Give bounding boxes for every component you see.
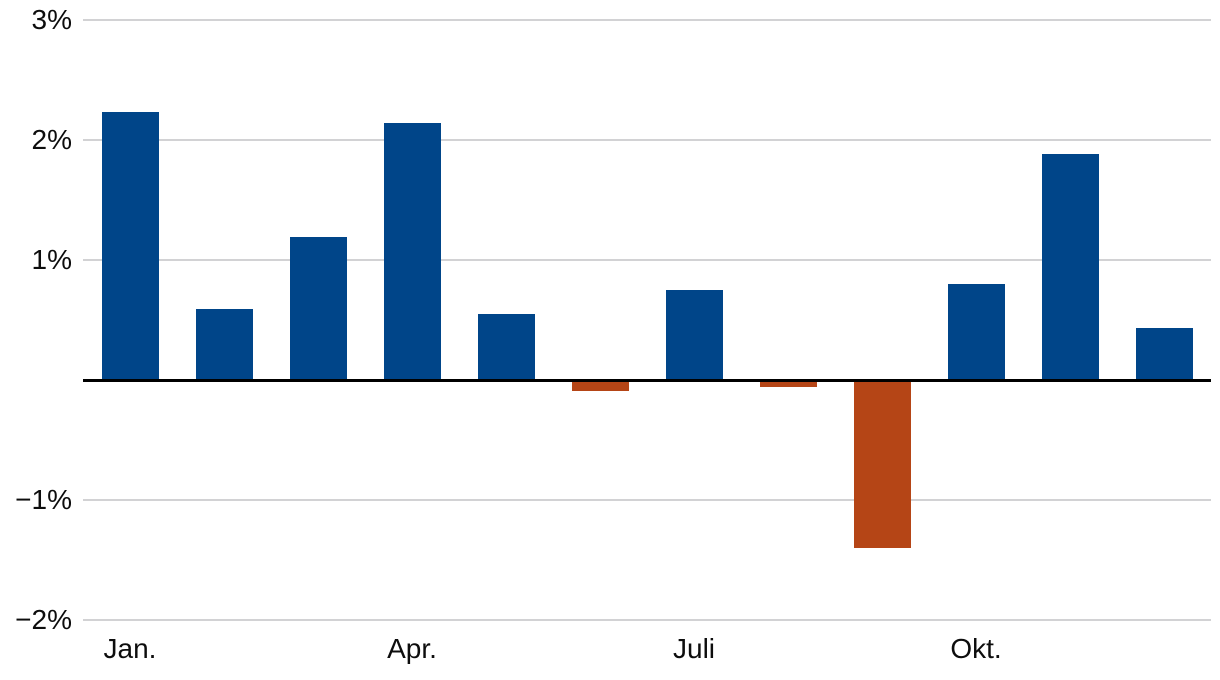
bar-positive <box>383 123 441 380</box>
bar-negative <box>571 380 629 391</box>
bar-positive <box>289 237 347 380</box>
x-axis-tick-label: Apr. <box>387 633 437 664</box>
x-axis-tick-label: Okt. <box>950 633 1002 664</box>
y-axis-tick-label: 1% <box>31 244 72 275</box>
y-axis-tick-label: 2% <box>31 124 72 155</box>
x-axis-tick-label: Juli <box>672 633 716 664</box>
bar-positive <box>195 309 253 380</box>
bar-positive <box>1135 328 1193 380</box>
x-axis-tick-label: Jan. <box>103 633 157 664</box>
bar-positive <box>477 314 535 380</box>
bar-positive <box>665 290 723 380</box>
gridline <box>83 19 1211 21</box>
gridline <box>83 619 1211 621</box>
gridline <box>83 499 1211 501</box>
zero-axis-line <box>83 378 1211 382</box>
y-axis-tick-label: −2% <box>15 604 72 635</box>
bar-negative <box>853 380 911 548</box>
y-axis-tick-label: 3% <box>31 4 72 35</box>
bar-negative <box>759 380 817 388</box>
gridline <box>83 259 1211 261</box>
bar-positive <box>1041 154 1099 380</box>
bar-positive <box>947 284 1005 380</box>
bar-positive <box>101 112 159 380</box>
gridline <box>83 139 1211 141</box>
y-axis-tick-label: −1% <box>15 484 72 515</box>
